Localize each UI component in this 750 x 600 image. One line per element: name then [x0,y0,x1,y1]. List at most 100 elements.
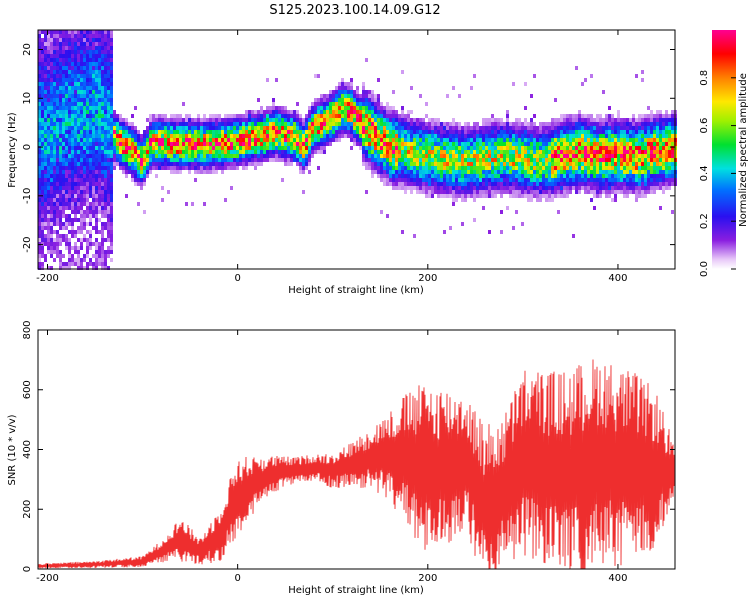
heatmap-cell [647,186,650,190]
heatmap-cell [83,258,86,262]
colorbar-tick-label: 0.0 [699,261,710,277]
heatmap-cell [254,150,257,154]
heatmap-cell [536,130,539,134]
heatmap-cell [71,74,74,78]
heatmap-cell [668,134,671,138]
heatmap-cell [89,66,92,70]
heatmap-cell [626,122,629,126]
heatmap-cell [515,210,518,214]
heatmap-cell [182,138,185,142]
heatmap-cell [98,46,101,50]
heatmap-cell [503,150,506,154]
heatmap-cell [371,106,374,110]
heatmap-cell [512,182,515,186]
heatmap-cell [95,238,98,242]
heatmap-cell [38,146,41,150]
heatmap-cell [317,138,320,142]
heatmap-cell [614,118,617,122]
heatmap-cell [365,158,368,162]
heatmap-cell [383,134,386,138]
heatmap-cell [50,254,53,258]
heatmap-cell [458,182,461,186]
heatmap-cell [62,58,65,62]
heatmap-cell [470,174,473,178]
heatmap-cell [503,174,506,178]
heatmap-cell [500,138,503,142]
heatmap-cell [428,158,431,162]
heatmap-cell [560,118,563,122]
heatmap-cell [611,170,614,174]
heatmap-cell [413,146,416,150]
heatmap-cell [173,146,176,150]
heatmap-cell [404,190,407,194]
heatmap-cell [191,122,194,126]
heatmap-cell [74,162,77,166]
heatmap-cell [650,178,653,182]
heatmap-cell [98,178,101,182]
heatmap-cell [209,134,212,138]
heatmap-cell [632,138,635,142]
heatmap-cell [59,78,62,82]
heatmap-cell [422,154,425,158]
heatmap-cell [77,194,80,198]
heatmap-cell [347,118,350,122]
heatmap-cell [170,146,173,150]
heatmap-cell [464,182,467,186]
heatmap-cell [152,146,155,150]
heatmap-cell [530,138,533,142]
heatmap-cell [65,146,68,150]
heatmap-cell [572,158,575,162]
heatmap-cell [71,170,74,174]
heatmap-cell [47,90,50,94]
heatmap-cell [671,142,674,146]
heatmap-cell [365,130,368,134]
heatmap-cell [332,102,335,106]
heatmap-cell [65,102,68,106]
heatmap-cell [47,186,50,190]
heatmap-cell [44,58,47,62]
heatmap-cell [578,142,581,146]
heatmap-cell [425,174,428,178]
heatmap-cell [395,178,398,182]
heatmap-cell [389,126,392,130]
heatmap-cell [215,122,218,126]
heatmap-cell [146,170,149,174]
heatmap-cell [356,130,359,134]
heatmap-cell [491,114,494,118]
heatmap-cell [497,158,500,162]
heatmap-cell [257,118,260,122]
heatmap-cell [482,166,485,170]
heatmap-cell [410,126,413,130]
heatmap-cell [62,50,65,54]
heatmap-cell [53,230,56,234]
heatmap-cell [653,190,656,194]
heatmap-cell [161,146,164,150]
heatmap-cell [83,58,86,62]
heatmap-cell [662,166,665,170]
heatmap-cell [167,190,170,194]
heatmap-cell [116,142,119,146]
heatmap-cell [497,174,500,178]
heatmap-cell [38,98,41,102]
heatmap-cell [371,174,374,178]
heatmap-cell [632,178,635,182]
heatmap-cell [278,126,281,130]
heatmap-cell [65,30,68,34]
heatmap-cell [584,78,587,82]
heatmap-cell [224,134,227,138]
heatmap-cell [53,186,56,190]
heatmap-cell [638,130,641,134]
heatmap-cell [128,162,131,166]
heatmap-cell [419,150,422,154]
heatmap-cell [479,194,482,198]
heatmap-cell [383,146,386,150]
heatmap-cell [431,130,434,134]
heatmap-cell [347,130,350,134]
heatmap-cell [506,110,509,114]
heatmap-cell [383,170,386,174]
heatmap-cell [626,138,629,142]
heatmap-cell [62,202,65,206]
heatmap-cell [530,170,533,174]
heatmap-cell [140,174,143,178]
